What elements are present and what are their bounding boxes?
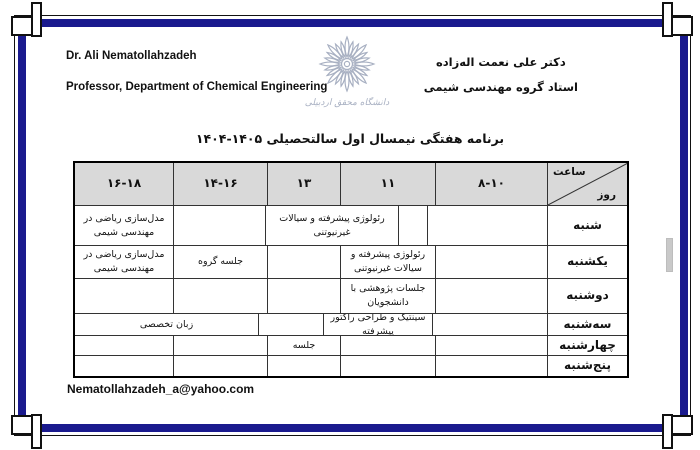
- course-cell-modeling: مدل‌سازی ریاضی در مهندسی شیمی: [83, 249, 165, 274]
- professor-name-english: Dr. Ali Nematollahzadeh Professor, Depar…: [66, 50, 327, 93]
- empty-cell: [427, 206, 547, 245]
- empty-cell: [258, 314, 323, 335]
- navy-border: [18, 19, 688, 432]
- empty-cell: [173, 206, 265, 245]
- empty-cell: [75, 336, 173, 355]
- course-cell-research-meetings: جلسات پژوهشی با دانشجویان: [340, 279, 435, 313]
- course-cell-rheology: رئولوژی پیشرفته و سیالات غیرنیوتنی: [265, 206, 398, 245]
- empty-cell: [435, 279, 547, 313]
- title-en: Professor, Department of Chemical Engine…: [66, 81, 328, 93]
- empty-cell: [340, 336, 435, 355]
- header-slot-13: ۱۳: [267, 163, 340, 205]
- row-thursday: پنج‌شنبه: [75, 355, 627, 376]
- corner-ornament: [660, 2, 700, 44]
- logo-caption: دانشگاه محقق اردبیلی: [305, 96, 390, 108]
- empty-cell: [173, 336, 267, 355]
- title-years: ۱۴۰۴-۱۴۰۵: [195, 131, 263, 146]
- course-cell-group-meeting: جلسه گروه: [173, 246, 267, 278]
- corner-ornament: [2, 407, 44, 449]
- row-sunday: یکشنبه رئولوژی پیشرفته و سیالات غیرنیوتن…: [75, 245, 627, 278]
- header-slot-11: ۱۱: [340, 163, 435, 205]
- header-slot-8-10: ۸-۱۰: [435, 163, 547, 205]
- empty-cell: [435, 246, 547, 278]
- course-cell-language: زبان تخصصی: [139, 318, 194, 330]
- header-row: ساعت روز ۸-۱۰ ۱۱ ۱۳ ۱۴-۱۶ ۱۶-۱۸: [75, 163, 627, 205]
- day-cell: پنج‌شنبه: [547, 356, 627, 376]
- empty-cell: [432, 314, 547, 335]
- day-cell: شنبه: [547, 206, 627, 245]
- weekly-schedule-table: ساعت روز ۸-۱۰ ۱۱ ۱۳ ۱۴-۱۶ ۱۶-۱۸ شنبه رئو…: [73, 161, 629, 378]
- empty-cell: [340, 356, 435, 376]
- course-cell-kinetics: سینتیک و طراحی راکتور پیشرفته: [323, 314, 432, 335]
- empty-cell: [173, 356, 267, 376]
- corner-ornament: [660, 407, 700, 449]
- day-cell: چهارشنبه: [547, 336, 627, 355]
- corner-ornament: [2, 2, 44, 44]
- page-title: برنامه هفتگی نیمسال اول سالتحصیلی ۱۴۰۴-۱…: [0, 131, 700, 146]
- title-fa: استاد گروه مهندسی شیمی: [423, 80, 578, 94]
- course-cell-meeting: جلسه: [267, 336, 340, 355]
- empty-cell: [267, 246, 340, 278]
- time-label: ساعت: [553, 166, 586, 178]
- course-cell-modeling: مدل‌سازی ریاضی در مهندسی شیمی: [83, 212, 165, 238]
- empty-cell: [435, 336, 547, 355]
- empty-cell: [75, 356, 173, 376]
- empty-cell: [398, 206, 427, 245]
- row-tuesday: سه‌شنبه سینتیک و طراحی راکتور پیشرفته زب…: [75, 313, 627, 335]
- course-cell-rheology: رئولوژی پیشرفته و سیالات غیرنیوتنی: [340, 246, 435, 278]
- outer-thin-border: [14, 15, 691, 436]
- email-address: Nematollahzadeh_a@yahoo.com: [67, 382, 255, 396]
- empty-cell: [435, 356, 547, 376]
- university-logo: دانشگاه محقق اردبیلی: [303, 31, 391, 117]
- header-slot-16-18: ۱۶-۱۸: [75, 163, 173, 205]
- empty-cell: [267, 356, 340, 376]
- time-day-header-cell: ساعت روز: [547, 163, 627, 205]
- empty-cell: [75, 279, 173, 313]
- professor-name-persian: دکتر علی نعمت اله‌زاده استاد گروه مهندسی…: [424, 55, 578, 94]
- row-monday: دوشنبه جلسات پژوهشی با دانشجویان: [75, 278, 627, 313]
- day-label: روز: [597, 188, 616, 201]
- name-en: Dr. Ali Nematollahzadeh: [66, 50, 197, 62]
- scrollbar-thumb[interactable]: [666, 238, 673, 272]
- empty-cell: [173, 279, 267, 313]
- day-cell: یکشنبه: [547, 246, 627, 278]
- day-cell: دوشنبه: [547, 279, 627, 313]
- header-slot-14-16: ۱۴-۱۶: [173, 163, 267, 205]
- empty-cell: [267, 279, 340, 313]
- title-text: برنامه هفتگی نیمسال اول سالتحصیلی: [266, 131, 505, 146]
- row-saturday: شنبه رئولوژی پیشرفته و سیالات غیرنیوتنی …: [75, 205, 627, 245]
- university-emblem-icon: دانشگاه محقق اردبیلی: [305, 35, 390, 108]
- diagonal-divider: [548, 163, 627, 205]
- row-wednesday: چهارشنبه جلسه: [75, 335, 627, 355]
- name-fa: دکتر علی نعمت اله‌زاده: [435, 55, 566, 69]
- day-cell: سه‌شنبه: [547, 314, 627, 335]
